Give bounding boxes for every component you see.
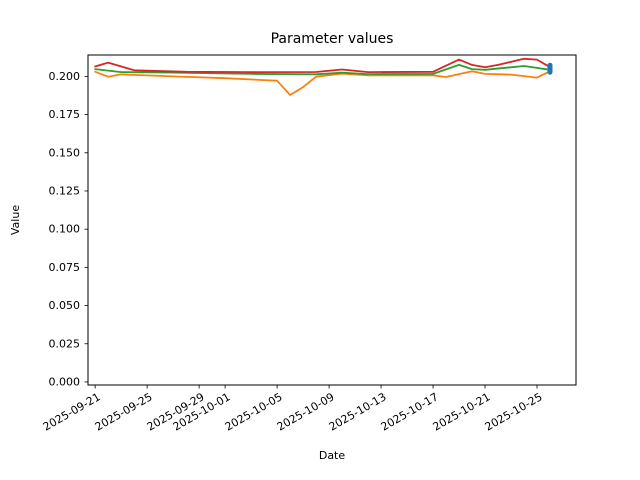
series-red-line: [94, 57, 551, 73]
series-blue-marker: [547, 62, 553, 75]
x-tick-label: 2025-09-21: [41, 390, 103, 433]
series-green-line: [94, 64, 551, 76]
x-tick-label: 2025-10-17: [379, 390, 441, 433]
x-tick-label: 2025-10-25: [483, 390, 545, 433]
series-orange-line: [94, 70, 551, 96]
y-tick-label: 0.125: [49, 184, 81, 197]
y-tick-label: 0.050: [49, 299, 81, 312]
x-axis-label: Date: [318, 449, 346, 462]
y-tick-label: 0.000: [49, 375, 81, 388]
axes-frame: [87, 54, 577, 386]
y-tick-label: 0.200: [49, 70, 81, 83]
chart-title: Parameter values: [270, 31, 394, 47]
y-tick-label: 0.175: [49, 108, 81, 121]
x-tick-label: 2025-10-05: [223, 390, 285, 433]
x-tick-label: 2025-09-25: [93, 390, 155, 433]
x-tick-label: 2025-10-21: [431, 390, 493, 433]
x-tick-label: 2025-10-13: [327, 390, 389, 433]
x-tick-label: 2025-10-09: [275, 390, 337, 433]
y-tick-label: 0.150: [49, 146, 81, 159]
y-tick-label: 0.025: [49, 337, 81, 350]
y-tick-label: 0.100: [49, 223, 81, 236]
y-axis-label: Value: [9, 204, 22, 236]
y-tick-label: 0.075: [49, 261, 81, 274]
